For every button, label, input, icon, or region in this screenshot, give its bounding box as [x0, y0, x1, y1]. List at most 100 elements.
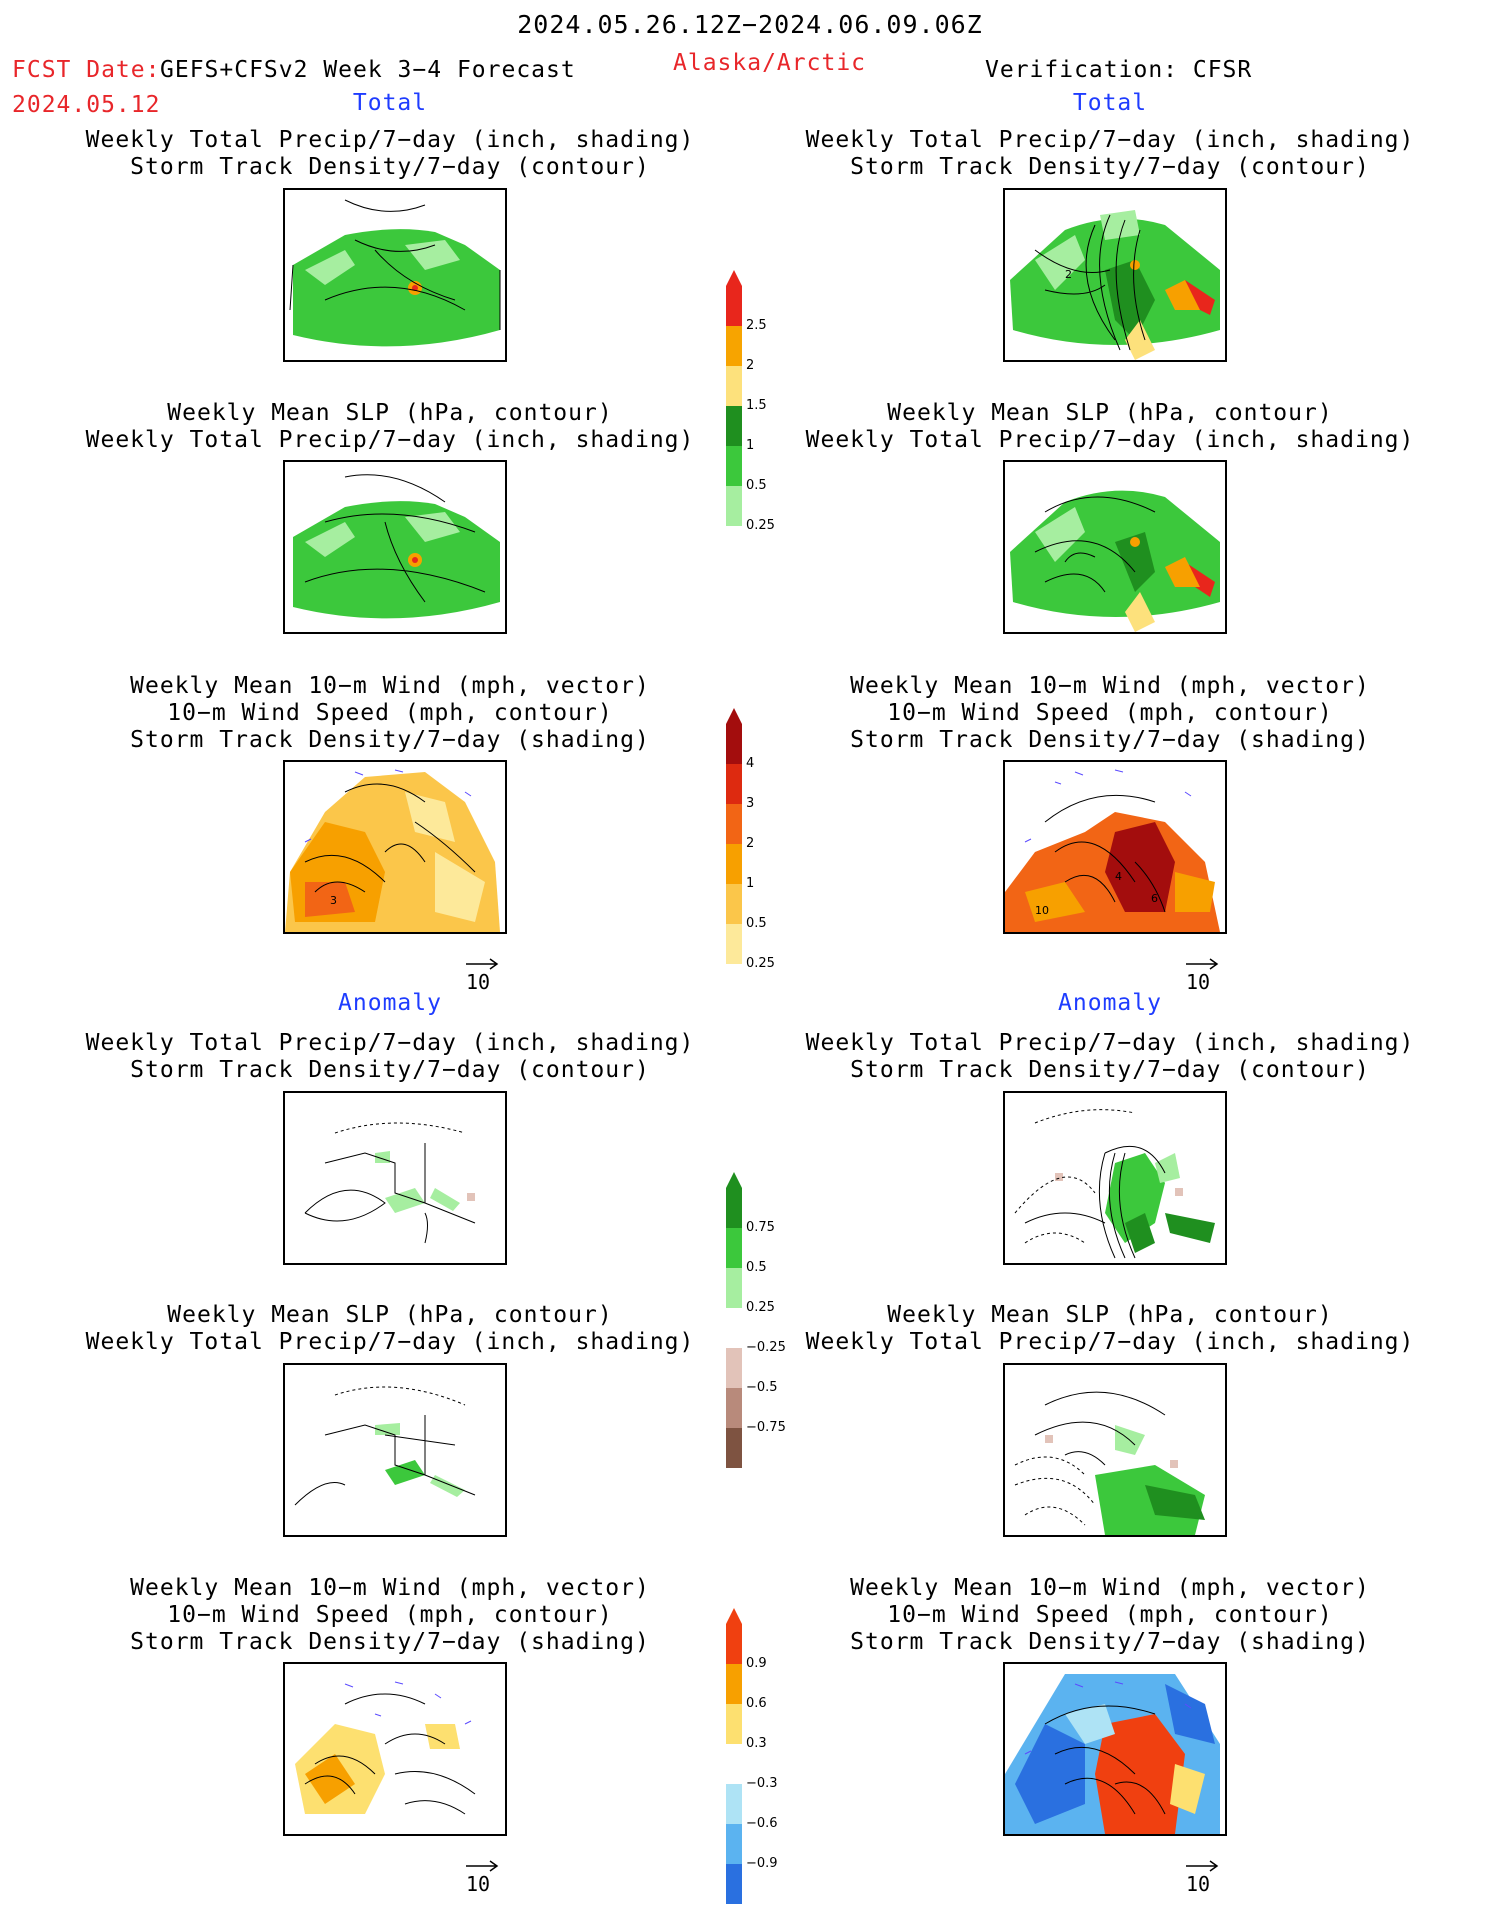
vector-reference: 10 [466, 1860, 500, 1896]
colorbar-tick-label: 0.6 [746, 1696, 767, 1711]
colorbar-precip-total: 2.5 2 1.5 1 0.5 0.25 [722, 270, 775, 534]
colorbar-storm-anom: 0.9 0.6 0.3 −0.3 −0.6 −0.9 [722, 1608, 778, 1912]
colorbar-tick-label: 0.9 [746, 1656, 767, 1671]
colorbar-swatch [726, 844, 742, 884]
vector-reference-label: 10 [1186, 1872, 1211, 1896]
arrow-right-icon [466, 1860, 499, 1872]
colorbar-tick-label: −0.5 [746, 1380, 778, 1395]
colorbar-tick-label: 2 [746, 836, 755, 851]
map-verification-total-precip: 2 [1003, 188, 1227, 362]
colorbar-tick-label: 0.3 [746, 1736, 767, 1751]
panel-title: Weekly Mean 10−m Wind (mph, vector) [130, 673, 650, 699]
map-forecast-anom-precip [283, 1091, 507, 1265]
map-verification-anom-slp [1003, 1363, 1227, 1537]
colorbar-swatch [726, 1268, 742, 1308]
arrow-right-icon [1186, 958, 1219, 970]
vector-reference-label: 10 [1186, 970, 1211, 994]
colorbar-tick-label: 1 [746, 438, 755, 453]
panel-title: 10−m Wind Speed (mph, contour) [887, 1602, 1333, 1628]
verification-label: Verification: CFSR [985, 57, 1253, 83]
panel-title: Weekly Total Precip/7−day (inch, shading… [85, 127, 695, 153]
model-label: GEFS+CFSv2 Week 3−4 Forecast [160, 57, 576, 83]
section-anomaly-right: Anomaly [1058, 990, 1162, 1016]
vector-reference: 10 [1186, 1860, 1220, 1896]
panel-title: Storm Track Density/7−day (shading) [850, 727, 1370, 753]
colorbar-swatch [726, 884, 742, 924]
colorbar-tick-label: 0.5 [746, 1260, 767, 1275]
colorbar-swatch [726, 804, 742, 844]
vector-reference-label: 10 [466, 970, 491, 994]
colorbar-swatch [726, 326, 742, 366]
panel-title: Weekly Mean 10−m Wind (mph, vector) [850, 673, 1370, 699]
colorbar-tick-label: −0.75 [746, 1420, 786, 1435]
panel-title: Storm Track Density/7−day (contour) [850, 154, 1370, 180]
colorbar-tick-label: 0.25 [746, 518, 775, 533]
panel-title: Storm Track Density/7−day (shading) [130, 727, 650, 753]
colorbar-swatch [726, 270, 742, 326]
colorbar-swatch [726, 486, 742, 526]
map-verification-anom-precip [1003, 1091, 1227, 1265]
colorbar-tick-label: 0.5 [746, 478, 767, 493]
date-range-title: 2024.05.26.12Z−2024.06.09.06Z [517, 10, 983, 39]
panel-title: Weekly Total Precip/7−day (inch, shading… [805, 427, 1415, 453]
colorbar-swatch [726, 1608, 742, 1664]
map-verification-slp-precip [1003, 460, 1227, 634]
panel-title: Storm Track Density/7−day (shading) [130, 1629, 650, 1655]
colorbar-tick-label: −0.9 [746, 1856, 778, 1871]
colorbar-strip [726, 270, 742, 526]
colorbar-swatch [726, 1664, 742, 1704]
vector-reference-label: 10 [466, 1872, 491, 1896]
colorbar-tick-label: 4 [746, 756, 755, 771]
panel-title: Storm Track Density/7−day (contour) [130, 1057, 650, 1083]
colorbar-swatch [726, 764, 742, 804]
colorbar-strip [726, 1608, 742, 1904]
map-verification-wind-storm: 4 6 10 [1003, 760, 1227, 934]
panel-title: Storm Track Density/7−day (contour) [850, 1057, 1370, 1083]
fcst-date-label: FCST Date: [12, 57, 161, 83]
panel-title: Storm Track Density/7−day (shading) [850, 1629, 1370, 1655]
colorbar-swatch [726, 1428, 742, 1468]
colorbar-swatch [726, 1388, 742, 1428]
map-verification-anom-wind [1003, 1662, 1227, 1836]
panel-title: Weekly Total Precip/7−day (inch, shading… [85, 427, 695, 453]
colorbar-swatch [726, 1744, 742, 1784]
map-forecast-anom-wind [283, 1662, 507, 1836]
panel-title: Weekly Mean 10−m Wind (mph, vector) [130, 1575, 650, 1601]
colorbar-swatch [726, 708, 742, 764]
panel-title: Weekly Mean SLP (hPa, contour) [167, 400, 613, 426]
map-forecast-wind-storm: 3 [283, 760, 507, 934]
colorbar-tick-label: 0.25 [746, 956, 775, 971]
colorbar-tick-label: −0.6 [746, 1816, 778, 1831]
vector-reference: 10 [466, 958, 500, 994]
map-contour-label: 6 [1151, 892, 1158, 905]
colorbar-swatch [726, 1864, 742, 1904]
colorbar-tick-label: −0.25 [746, 1340, 786, 1355]
colorbar-swatch [726, 924, 742, 964]
colorbar-swatch [726, 1824, 742, 1864]
colorbar-swatch [726, 406, 742, 446]
panel-title: 10−m Wind Speed (mph, contour) [167, 700, 613, 726]
colorbar-tick-label: 1 [746, 876, 755, 891]
colorbar-swatch [726, 1348, 742, 1388]
panel-title: Weekly Total Precip/7−day (inch, shading… [805, 1329, 1415, 1355]
colorbar-swatch [726, 1704, 742, 1744]
colorbar-tick-label: 0.5 [746, 916, 767, 931]
panel-title: Weekly Mean 10−m Wind (mph, vector) [850, 1575, 1370, 1601]
colorbar-storm-total: 4 3 2 1 0.5 0.25 [722, 708, 775, 972]
map-contour-label: 4 [1115, 870, 1122, 883]
panel-title: Weekly Mean SLP (hPa, contour) [167, 1302, 613, 1328]
colorbar-tick-label: −0.3 [746, 1776, 778, 1791]
panel-title: 10−m Wind Speed (mph, contour) [887, 700, 1333, 726]
panel-title: Weekly Total Precip/7−day (inch, shading… [805, 127, 1415, 153]
panel-title: Weekly Total Precip/7−day (inch, shading… [85, 1329, 695, 1355]
arrow-right-icon [1186, 1860, 1219, 1872]
panel-title: Weekly Mean SLP (hPa, contour) [887, 400, 1333, 426]
colorbar-swatch [726, 1172, 742, 1228]
colorbar-tick-label: 2.5 [746, 318, 767, 333]
map-forecast-anom-slp [283, 1363, 507, 1537]
panel-title: 10−m Wind Speed (mph, contour) [167, 1602, 613, 1628]
vector-reference: 10 [1186, 958, 1220, 994]
colorbar-strip [726, 708, 742, 964]
colorbar-tick-label: 0.75 [746, 1220, 775, 1235]
colorbar-swatch [726, 1228, 742, 1268]
